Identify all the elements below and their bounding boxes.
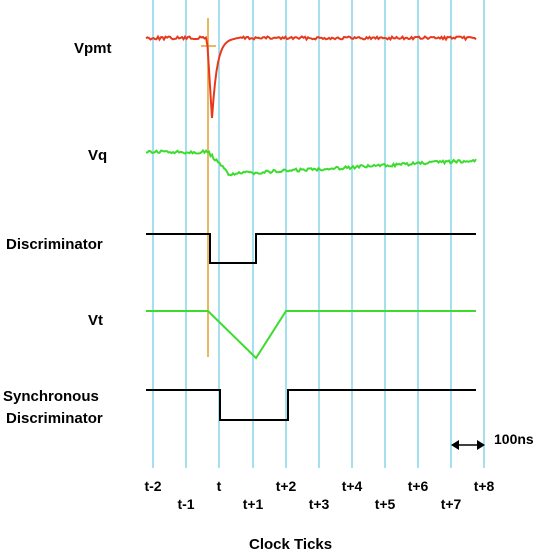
tick-label: t+8 (474, 478, 495, 494)
tick-label: t+7 (441, 496, 462, 512)
vpmt-label: Vpmt (74, 40, 112, 57)
synchronous-discriminator-trace (146, 389, 476, 421)
discriminator-label: Discriminator (6, 236, 103, 253)
scale-arrow-right-head (477, 440, 485, 450)
vq-trace (145, 148, 477, 177)
tick-label: t-2 (144, 478, 161, 494)
tick-label: t+6 (408, 478, 429, 494)
vt-trace (146, 310, 476, 360)
axis-label: Clock Ticks (249, 536, 332, 553)
vt-label: Vt (88, 312, 103, 329)
tick-label: t+1 (243, 496, 264, 512)
tick-labels: t-2 t-1 t t+1 t+2 t+3 t+4 t+5 t+6 t+7 t+8 (144, 478, 494, 512)
vpmt-trace (145, 34, 477, 119)
synchronous-discriminator-label: Discriminator (6, 410, 103, 427)
discriminator-trace (146, 233, 476, 264)
scale-arrow-left-head (451, 440, 459, 450)
tick-label: t (217, 478, 222, 494)
tick-label: t+2 (276, 478, 297, 494)
tick-label: t+3 (309, 496, 330, 512)
tick-label: t+4 (342, 478, 363, 494)
vq-label: Vq (88, 147, 107, 164)
tick-label: t-1 (177, 496, 194, 512)
synchronous-label: Synchronous (3, 388, 99, 405)
scale-indicator: 100ns (451, 431, 534, 450)
scale-label: 100ns (494, 431, 534, 447)
tick-label: t+5 (375, 496, 396, 512)
